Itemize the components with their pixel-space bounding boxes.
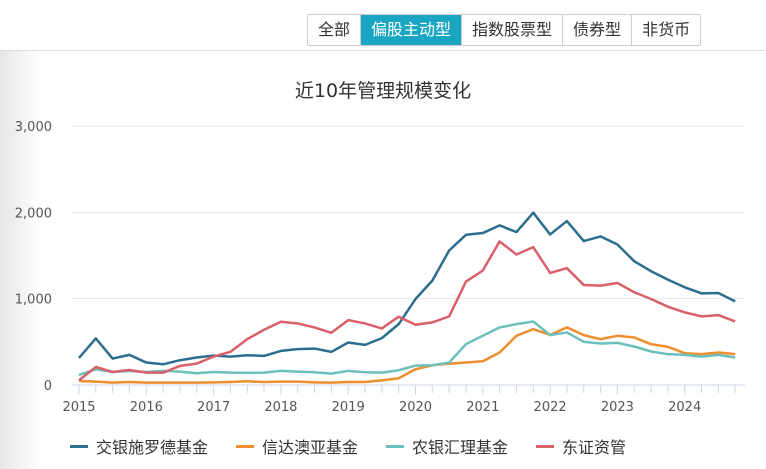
x-tick-label: 2017 bbox=[197, 400, 230, 415]
series-line-1 bbox=[78, 326, 736, 384]
y-tick-label: 3,000 bbox=[15, 120, 52, 135]
series-line-0 bbox=[78, 211, 736, 366]
legend-swatch bbox=[70, 444, 88, 448]
legend-swatch bbox=[236, 444, 255, 448]
legend-label: 东证资管 bbox=[562, 438, 627, 457]
x-tick-label: 2015 bbox=[62, 400, 95, 415]
x-tick-label: 2024 bbox=[668, 400, 701, 415]
tab-1[interactable]: 偏股主动型 bbox=[360, 15, 462, 45]
tab-0[interactable]: 全部 bbox=[318, 20, 351, 39]
y-tick-label: 0 bbox=[44, 379, 52, 394]
tab-3[interactable]: 债券型 bbox=[562, 15, 631, 45]
legend-item-0[interactable]: 交银施罗德基金 bbox=[70, 434, 208, 458]
x-tick-label: 2016 bbox=[130, 400, 163, 415]
x-tick-label: 2018 bbox=[264, 400, 297, 415]
x-tick-label: 2021 bbox=[466, 400, 499, 415]
legend-label: 交银施罗德基金 bbox=[96, 438, 209, 457]
x-tick-label: 2023 bbox=[601, 400, 634, 415]
legend: 交银施罗德基金 信达澳亚基金 农银汇理基金 东证资管 bbox=[70, 434, 626, 458]
series-line-3 bbox=[78, 240, 736, 382]
legend-label: 农银汇理基金 bbox=[412, 438, 509, 457]
y-tick-label: 1,000 bbox=[15, 293, 52, 308]
divider bbox=[0, 50, 766, 51]
tab-4[interactable]: 非货币 bbox=[631, 15, 700, 45]
tab-2[interactable]: 指数股票型 bbox=[461, 15, 562, 45]
legend-item-3[interactable]: 东证资管 bbox=[536, 434, 626, 458]
background-shade bbox=[0, 50, 40, 469]
legend-swatch bbox=[386, 444, 405, 448]
x-tick-label: 2022 bbox=[534, 400, 567, 415]
legend-label: 信达澳亚基金 bbox=[262, 438, 359, 457]
x-tick-label: 2020 bbox=[399, 400, 432, 415]
y-tick-label: 2,000 bbox=[15, 206, 52, 221]
legend-item-2[interactable]: 农银汇理基金 bbox=[386, 434, 508, 458]
legend-swatch bbox=[536, 444, 555, 448]
chart-title: 近10年管理规模变化 bbox=[294, 80, 472, 102]
x-tick-label: 2019 bbox=[332, 400, 365, 415]
category-tabs: 全部 偏股主动型 指数股票型 债券型 非货币 bbox=[307, 14, 702, 46]
legend-item-1[interactable]: 信达澳亚基金 bbox=[236, 434, 358, 458]
series-line-2 bbox=[78, 320, 736, 377]
